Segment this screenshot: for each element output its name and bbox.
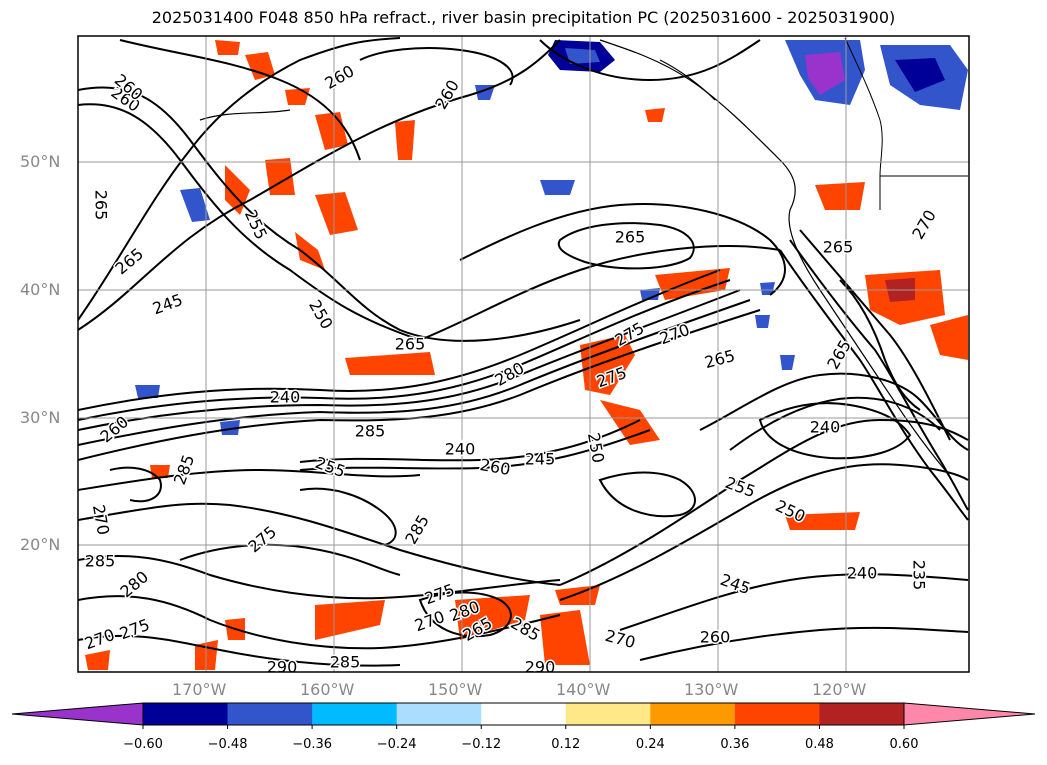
contour-label: 240 (270, 388, 301, 407)
lon-label-120w: 120°W (812, 680, 867, 699)
colorbar-tick-label: −0.48 (207, 737, 248, 752)
colorbar-tick-label: −0.12 (461, 737, 502, 752)
gridlines (78, 36, 969, 672)
colorbar-tick-label: 0.36 (720, 737, 750, 752)
contour-label: 285 (85, 552, 116, 571)
colorbar-segment (819, 703, 905, 725)
lon-label-140w: 140°W (556, 680, 611, 699)
precipitation-shading (85, 40, 968, 670)
contour-label: 285 (355, 422, 386, 441)
lon-label-130w: 130°W (684, 680, 739, 699)
contour-label: 245 (525, 450, 556, 469)
colorbar-segment (227, 703, 313, 725)
lat-label-40n: 40°N (20, 280, 61, 299)
colorbar-segment (734, 703, 820, 725)
colorbar-segment (143, 703, 229, 725)
contour-label: 285 (330, 653, 361, 672)
colorbar-tick-label: −0.60 (123, 737, 163, 752)
contour-label: 265 (92, 190, 111, 221)
contour-label: 240 (847, 564, 878, 583)
contour-label: 290 (525, 658, 556, 677)
colorbar-segment (312, 703, 398, 725)
colorbar-segment (650, 703, 736, 725)
colorbar (11, 702, 1036, 729)
colorbar-tick-label: −0.24 (376, 737, 417, 752)
contour-label: 290 (267, 658, 298, 677)
contour-label: 260 (700, 628, 731, 647)
colorbar-tick-label: 0.24 (635, 737, 665, 752)
colorbar-segment (396, 703, 482, 725)
lon-label-160w: 160°W (300, 680, 355, 699)
lon-label-170w: 170°W (172, 680, 227, 699)
lat-label-50n: 50°N (20, 152, 61, 171)
map-frame (77, 35, 970, 673)
colorbar-frame (142, 702, 905, 726)
colorbar-tick-label: 0.48 (804, 737, 834, 752)
colorbar-segment (481, 703, 567, 725)
contour-label: 265 (823, 238, 854, 257)
colorbar-tick-label: 0.12 (551, 737, 581, 752)
contour-label: 240 (445, 440, 476, 459)
colorbar-arrow-max (903, 702, 1036, 726)
coastlines (199, 39, 969, 511)
lat-label-30n: 30°N (20, 408, 61, 427)
colorbar-segment (565, 703, 651, 725)
contour-lines (78, 37, 969, 667)
colorbar-arrow-min (11, 702, 144, 726)
contour-label: 265 (615, 228, 646, 247)
contour-label: 235 (910, 560, 929, 591)
map-title: 2025031400 F048 850 hPa refract., river … (151, 8, 896, 27)
boundaries (844, 37, 968, 210)
lon-label-150w: 150°W (428, 680, 483, 699)
contour-label: 240 (810, 418, 841, 437)
lat-label-20n: 20°N (20, 535, 61, 554)
colorbar-tick-label: 0.60 (889, 737, 919, 752)
contour-label: 265 (395, 335, 426, 354)
colorbar-tick-label: −0.36 (292, 737, 333, 752)
